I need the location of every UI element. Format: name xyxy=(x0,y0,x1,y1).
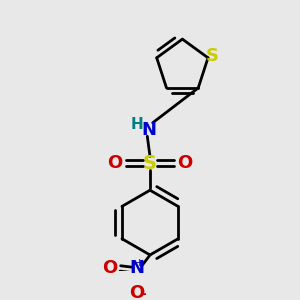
Text: -: - xyxy=(141,287,146,300)
Text: N: N xyxy=(129,260,144,278)
Text: S: S xyxy=(143,154,157,173)
Text: O: O xyxy=(102,260,117,278)
Text: S: S xyxy=(206,47,219,65)
Text: +: + xyxy=(135,258,145,268)
Text: O: O xyxy=(177,154,193,172)
Text: H: H xyxy=(130,117,143,132)
Text: O: O xyxy=(107,154,123,172)
Text: N: N xyxy=(141,121,156,139)
Text: O: O xyxy=(129,284,144,300)
